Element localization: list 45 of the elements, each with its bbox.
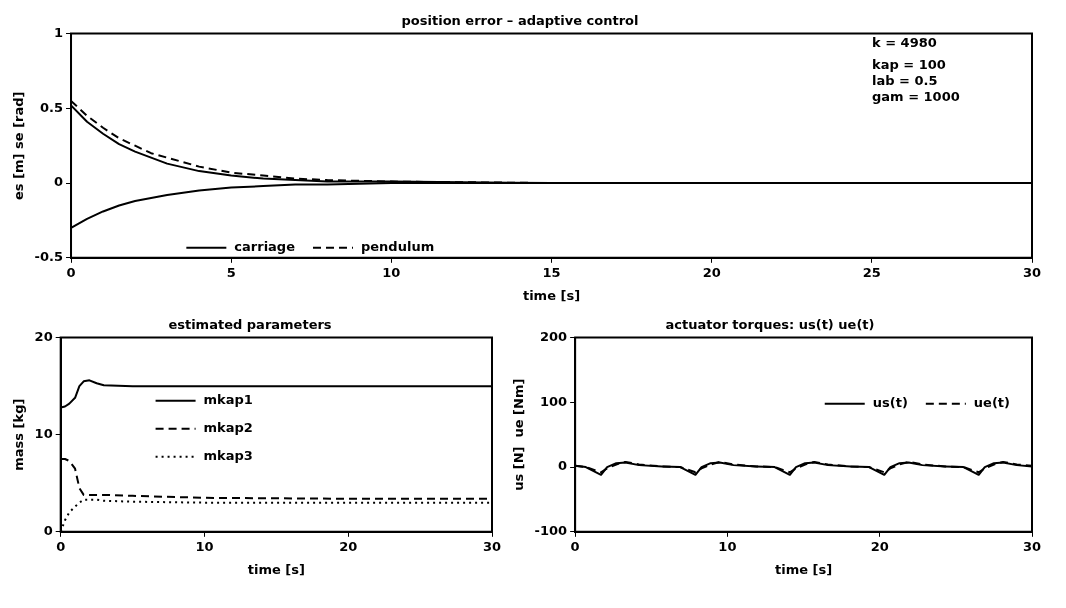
chart-title: actuator torques: us(t) ue(t)	[665, 317, 875, 333]
legend-label: pendulum	[360, 239, 435, 255]
chart-title: position error – adaptive control	[401, 13, 639, 29]
x-tick-label: 20	[339, 538, 358, 554]
chart-title: estimated parameters	[168, 317, 332, 333]
legend-label: carriage	[234, 239, 296, 255]
legend-label: ue(t)	[973, 395, 1010, 411]
x-tick-label: 5	[226, 264, 236, 280]
y-tick-label: -0.5	[34, 249, 64, 265]
y-tick-label: 0	[43, 523, 53, 539]
y-axis-title: es [m] se [rad]	[11, 91, 27, 200]
y-tick-label: 10	[34, 426, 53, 442]
x-tick-label: 30	[482, 538, 502, 554]
annotation: gam = 1000	[872, 89, 960, 105]
legend-label: mkap1	[203, 392, 253, 408]
y-axis-title: us [N] ue [Nm]	[511, 378, 527, 491]
x-axis-title: time [s]	[774, 561, 833, 577]
y-tick-label: 1	[53, 24, 64, 40]
x-tick-label: 10	[718, 538, 737, 554]
x-tick-label: 20	[702, 264, 721, 280]
annotation: lab = 0.5	[872, 73, 938, 89]
x-tick-label: 30	[1022, 264, 1042, 280]
x-tick-label: 0	[66, 264, 76, 280]
annotation: kap = 100	[872, 57, 946, 73]
x-tick-label: 0	[570, 538, 580, 554]
x-tick-label: 15	[542, 264, 561, 280]
x-tick-label: 25	[862, 264, 881, 280]
legend-label: mkap3	[203, 448, 253, 464]
legend-label: mkap2	[203, 420, 253, 436]
y-tick-label: 0.5	[39, 99, 64, 115]
y-tick-label: 0	[558, 458, 568, 474]
x-axis-title: time [s]	[247, 561, 305, 577]
annotation: k = 4980	[872, 35, 937, 51]
x-tick-label: 20	[870, 538, 889, 554]
y-tick-label: 0	[53, 174, 64, 190]
y-tick-label: 200	[539, 328, 568, 344]
legend-label: us(t)	[872, 395, 908, 411]
y-axis-title: mass [kg]	[11, 398, 27, 471]
y-tick-label: 20	[34, 328, 53, 344]
x-axis-title: time [s]	[522, 287, 581, 303]
x-tick-label: 10	[195, 538, 214, 554]
x-tick-label: 10	[382, 264, 401, 280]
y-tick-label: -100	[534, 523, 568, 539]
y-tick-label: 100	[539, 393, 568, 409]
x-tick-label: 30	[1022, 538, 1042, 554]
